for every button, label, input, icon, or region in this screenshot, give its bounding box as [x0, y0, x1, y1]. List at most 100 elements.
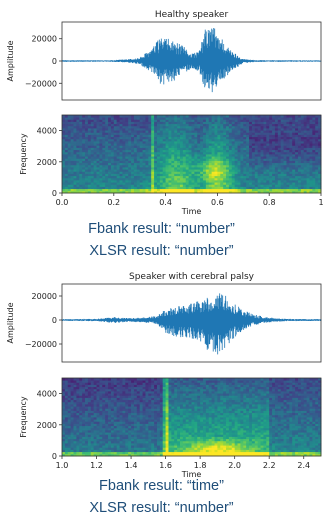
spectrogram-cell [76, 149, 80, 153]
spectrogram-cell [85, 427, 89, 431]
spectrogram-cell [90, 453, 95, 457]
spectrogram-cell [162, 408, 166, 411]
spectrogram-cell [234, 188, 238, 192]
spectrogram-cell [99, 384, 103, 388]
spectrogram-cell [194, 404, 198, 407]
spectrogram-cell [64, 395, 69, 398]
spectrogram-cell [263, 125, 267, 129]
spectrogram-cell [151, 149, 155, 153]
spectrogram-cell [254, 169, 259, 172]
spectrogram-cell [197, 156, 201, 159]
spectrogram-cell [217, 160, 221, 164]
spectrogram-cell [240, 158, 244, 161]
spectrogram-cell [194, 393, 198, 396]
spectrogram-cell [76, 423, 80, 427]
spectrogram-cell [142, 130, 146, 133]
spectrogram-cell [85, 425, 89, 429]
spectrogram-cell [223, 186, 227, 190]
spectrogram-cell [228, 128, 233, 131]
spectrogram-cell [205, 125, 210, 129]
spectrogram-cell [122, 188, 126, 192]
spectrogram-cell [194, 156, 198, 159]
spectrogram-cell [156, 171, 161, 174]
spectrogram-cell [133, 182, 138, 185]
spectrogram-cell [191, 151, 195, 155]
spectrogram-cell [295, 173, 299, 177]
spectrogram-cell [62, 382, 66, 385]
spectrogram-cell [128, 182, 132, 185]
spectrogram-cell [177, 417, 181, 420]
spectrogram-cell [122, 182, 126, 185]
spectrogram-cell [217, 128, 221, 131]
spectrogram-cell [154, 167, 158, 170]
spectrogram-cell [79, 119, 83, 122]
spectrogram-cell [85, 182, 89, 185]
spectrogram-cell [208, 171, 213, 174]
spectrogram-cell [119, 410, 123, 414]
spectrogram-cell [269, 167, 273, 170]
spectrogram-cell [220, 151, 224, 155]
spectrogram-cell [139, 388, 143, 392]
spectrogram-cell [87, 427, 92, 431]
spectrogram-cell [151, 182, 155, 185]
spectrogram-cell [108, 430, 112, 433]
spectrogram-cell [102, 397, 106, 401]
spectrogram-cell [159, 125, 164, 129]
spectrogram-cell [263, 188, 267, 192]
spectrogram-cell [76, 167, 80, 170]
spectrogram-cell [228, 173, 233, 177]
spectrogram-cell [82, 432, 86, 435]
spectrogram-cell [122, 141, 126, 144]
spectrogram-cell [177, 171, 181, 174]
spectrogram-cell [289, 160, 293, 164]
spectrogram-cell [108, 115, 112, 118]
spectrogram-cell [87, 421, 92, 424]
spectrogram-cell [79, 184, 83, 187]
spectrogram-cell [139, 117, 143, 120]
spectrogram-cell [303, 167, 308, 170]
spectrogram-cell [182, 149, 187, 153]
spectrogram-cell [62, 391, 66, 394]
spectrogram-cell [234, 151, 238, 155]
spectrogram-cell [174, 125, 178, 129]
spectrogram-cell [159, 128, 164, 131]
spectrogram-cell [105, 395, 109, 398]
spectrogram-cell [62, 158, 66, 161]
spectrogram-cell [156, 123, 161, 127]
spectrogram-cell [139, 419, 143, 422]
spectrogram-cell [162, 186, 166, 190]
spectrogram-cell [79, 171, 83, 174]
spectrogram-cell [234, 167, 238, 170]
spectrogram-cell [174, 188, 178, 192]
spectrogram-cell [93, 414, 97, 418]
spectrogram-cell [168, 436, 172, 440]
spectrogram-cell [237, 175, 241, 179]
spectrogram-cell [128, 421, 132, 424]
spectrogram-cell [154, 378, 158, 381]
spectrogram-cell [93, 451, 97, 455]
spectrogram-cell [297, 115, 302, 118]
spectrogram-cell [145, 395, 149, 398]
spectrogram-cell [168, 449, 172, 453]
spectrogram-cell [280, 173, 284, 177]
spectrogram-cell [246, 186, 250, 190]
spectrogram-cell [108, 117, 112, 120]
spectrogram-cell [67, 143, 72, 146]
spectrogram-cell [240, 160, 244, 164]
spectrogram-cell [105, 430, 109, 433]
spectrogram-cell [93, 443, 97, 446]
spectrogram-cell [208, 125, 213, 129]
spectrogram-cell [249, 156, 253, 159]
spectrogram-cell [295, 128, 299, 131]
spectrogram-cell [148, 408, 152, 411]
spectrogram-cell [177, 410, 181, 414]
spectrogram-cell [105, 184, 109, 187]
spectrogram-cell [286, 115, 290, 118]
spectrogram-cell [289, 117, 293, 120]
spectrogram-cell [162, 384, 166, 388]
spectrogram-cell [171, 430, 175, 433]
spectrogram-cell [93, 156, 97, 159]
spectrogram-cell [203, 164, 207, 168]
spectrogram-cell [280, 149, 284, 153]
spectrogram-cell [263, 115, 267, 118]
